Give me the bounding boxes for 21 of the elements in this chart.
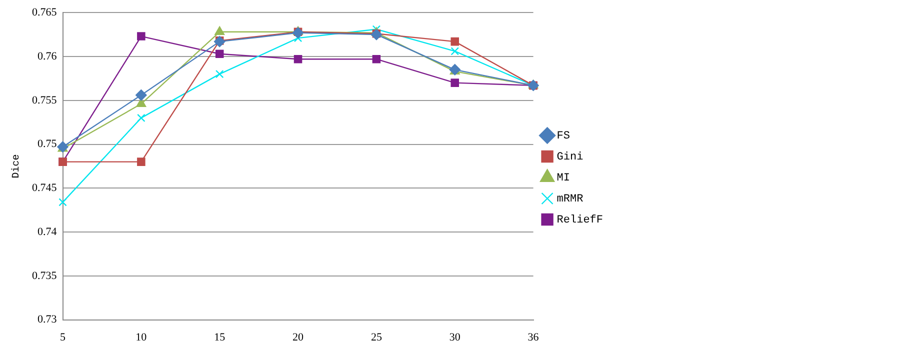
x-tick-label: 5	[60, 331, 66, 344]
y-axis-title: Dice	[10, 154, 23, 178]
y-tick-label: 0.755	[32, 94, 58, 106]
x-tick-label: 15	[214, 331, 226, 344]
legend-label: Gini	[556, 151, 584, 164]
x-tick-label: 10	[136, 331, 148, 344]
y-tick-label: 0.73	[38, 314, 58, 326]
legend-label: mRMR	[556, 193, 584, 206]
legend-label: ReliefF	[556, 214, 604, 226]
x-tick-label: 25	[370, 331, 382, 344]
y-tick-label: 0.76	[38, 50, 58, 62]
legend-label: MI	[556, 172, 570, 184]
y-tick-label: 0.765	[32, 6, 58, 18]
x-tick-label: 36	[528, 331, 540, 344]
y-tick-label: 0.74	[38, 226, 58, 238]
legend-label: FS	[556, 130, 570, 142]
x-tick-label: 20	[292, 331, 304, 344]
y-tick-label: 0.745	[32, 182, 58, 194]
x-tick-label: 30	[449, 331, 461, 344]
y-tick-label: 0.75	[38, 138, 58, 150]
y-tick-label: 0.735	[32, 270, 58, 282]
